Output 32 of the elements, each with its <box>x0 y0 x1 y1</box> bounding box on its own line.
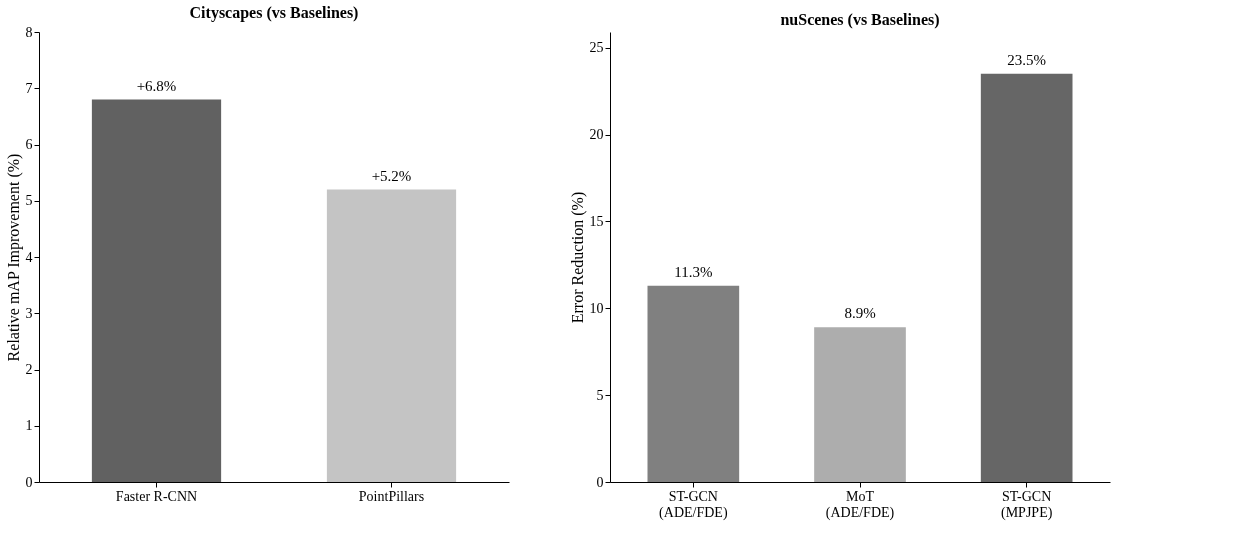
y-tick-label: 4 <box>25 249 33 265</box>
x-tick-label: Faster R-CNN <box>115 488 198 504</box>
y-tick-label: 6 <box>25 137 33 152</box>
x-tick-label: MoT (ADE/FDE) <box>825 488 895 521</box>
x-tick-label: PointPillars <box>358 488 425 504</box>
data-label: +5.2% <box>371 167 412 184</box>
bar <box>814 327 906 482</box>
y-tick-label: 20 <box>589 127 604 143</box>
chart-title: nuScenes (vs Baselines) <box>780 11 940 29</box>
bar <box>647 285 740 482</box>
y-tick-label: 15 <box>589 213 604 229</box>
data-label: 11.3% <box>674 263 713 280</box>
y-tick-label: 1 <box>25 418 33 434</box>
bar <box>980 73 1073 482</box>
x-tick-label: ST-GCN (MPJPE) <box>1000 488 1053 521</box>
y-axis-title: Relative mAP Improvement (%) <box>4 153 23 362</box>
chart-title: Cityscapes (vs Baselines) <box>189 4 359 22</box>
y-tick-label: 3 <box>25 305 33 321</box>
y-tick-label: 25 <box>589 40 604 56</box>
y-tick-label: 7 <box>25 80 33 96</box>
data-label: +6.8% <box>136 77 177 94</box>
y-tick-label: 5 <box>596 387 604 403</box>
y-tick-label: 0 <box>596 474 604 490</box>
y-tick-label: 0 <box>25 474 33 490</box>
y-tick-label: 8 <box>25 24 33 40</box>
x-tick-label: ST-GCN (ADE/FDE) <box>659 488 728 521</box>
data-label: 8.9% <box>844 305 876 322</box>
data-label: 23.5% <box>1007 51 1047 68</box>
y-axis-title: Error Reduction (%) <box>568 191 587 324</box>
y-tick-label: 2 <box>25 362 33 377</box>
y-tick-label: 10 <box>589 300 604 316</box>
y-tick-label: 5 <box>25 193 33 209</box>
